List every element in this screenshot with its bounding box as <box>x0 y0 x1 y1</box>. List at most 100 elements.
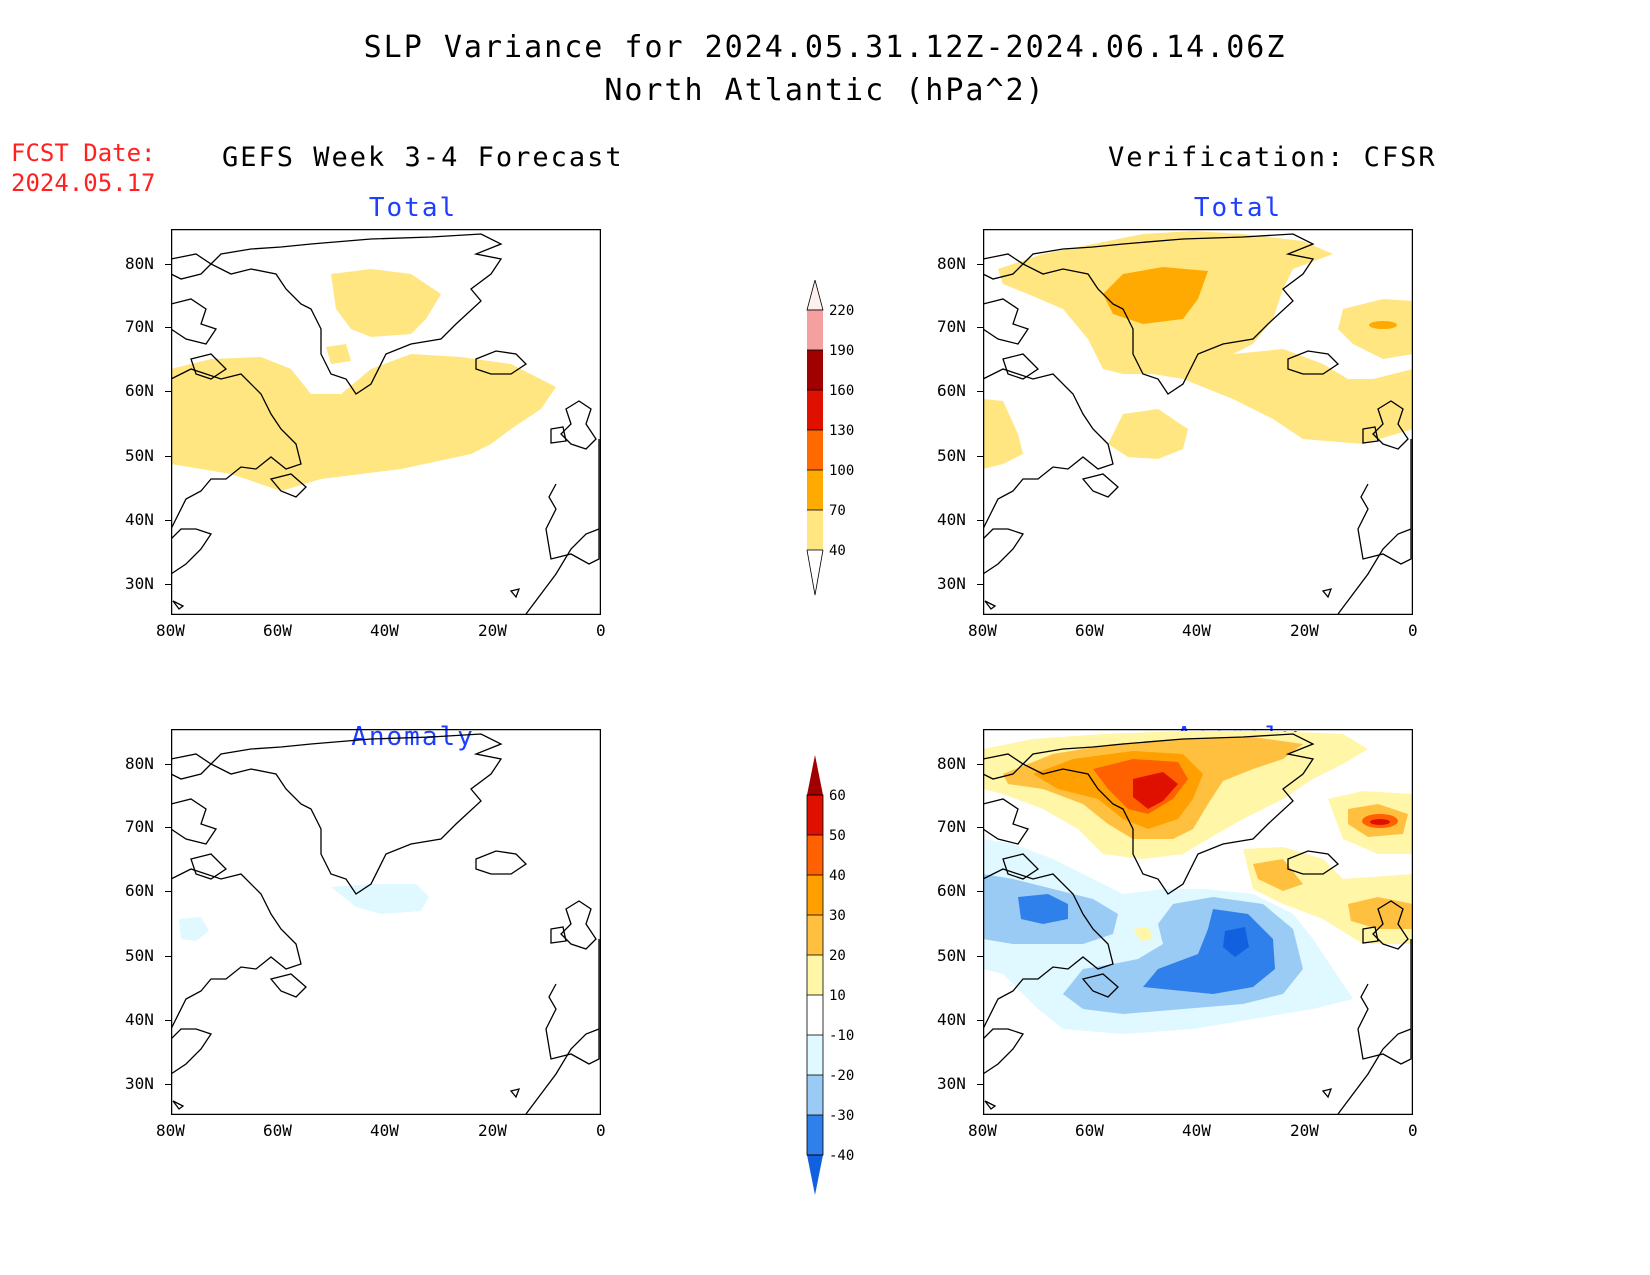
lat-tick-mark <box>165 520 171 521</box>
fcst-date: FCST Date: 2024.05.17 <box>11 138 156 198</box>
contour-40-verification-total <box>998 231 1413 444</box>
colorbar-total-box <box>807 510 823 550</box>
lat-tick-label: 70N <box>125 817 154 836</box>
contour-40-forecast-greenland <box>331 269 441 337</box>
contour-40-verification-east <box>1338 299 1413 359</box>
colorbar-anomaly-box <box>807 1035 823 1075</box>
lon-tick-label: 0 <box>596 1121 606 1140</box>
chart-title: SLP Variance for 2024.05.31.12Z-2024.06.… <box>363 30 1287 65</box>
lat-tick-label: 30N <box>937 1074 966 1093</box>
colorbar-anomaly-label: -30 <box>829 1108 854 1124</box>
lat-tick-label: 30N <box>125 1074 154 1093</box>
lat-tick-mark <box>165 827 171 828</box>
lat-tick-label: 50N <box>125 946 154 965</box>
lat-tick-label: 80N <box>937 754 966 773</box>
lon-tick-label: 40W <box>370 621 399 640</box>
colorbar-anomaly: -40 -30 -20 -10 10 20 30 40 50 60 <box>806 755 854 1195</box>
lat-tick-label: 80N <box>125 254 154 273</box>
colorbar-total-box <box>807 390 823 430</box>
fcst-date-label: FCST Date: <box>11 139 156 167</box>
lat-tick-mark <box>165 764 171 765</box>
contour-neg10-forecast-west <box>179 917 209 941</box>
colorbar-anomaly-label: -20 <box>829 1068 854 1084</box>
chart-subtitle: North Atlantic (hPa^2) <box>604 73 1046 108</box>
colorbar-anomaly-box <box>807 875 823 915</box>
colorbar-anomaly-label: 30 <box>829 908 846 924</box>
lat-tick-mark <box>977 827 983 828</box>
colorbar-total-label: 100 <box>829 463 854 479</box>
colorbar-anomaly-box <box>807 955 823 995</box>
colorbar-total: 40 70 100 130 160 190 220 <box>806 280 854 596</box>
colorbar-total-label: 220 <box>829 303 854 319</box>
lat-tick-mark <box>977 327 983 328</box>
contour-20-verification-mid <box>1253 859 1303 891</box>
lat-tick-mark <box>977 1084 983 1085</box>
contour-neg40-verification <box>1223 927 1249 957</box>
colorbar-total-box <box>807 470 823 510</box>
lat-tick-mark <box>165 956 171 957</box>
lon-tick-label: 20W <box>478 621 507 640</box>
contour-neg30-verification <box>1018 894 1275 994</box>
colorbar-total-bottom-arrow <box>806 549 824 596</box>
right-column-title: Verification: CFSR <box>1108 142 1437 173</box>
lat-tick-mark <box>165 391 171 392</box>
contour-40-forecast-small <box>326 344 351 364</box>
lat-tick-label: 50N <box>125 446 154 465</box>
lon-tick-label: 0 <box>1408 1121 1418 1140</box>
lat-tick-mark <box>977 456 983 457</box>
contour-70-verification-total <box>1103 267 1208 324</box>
colorbar-anomaly-label: -40 <box>829 1148 854 1164</box>
colorbar-anomaly-label: 10 <box>829 988 846 1004</box>
lat-tick-label: 60N <box>125 381 154 400</box>
colorbar-total-label: 190 <box>829 343 854 359</box>
lon-tick-label: 40W <box>370 1121 399 1140</box>
lat-tick-mark <box>977 764 983 765</box>
colorbar-anomaly-label: -10 <box>829 1028 854 1044</box>
colorbar-anomaly-box <box>807 995 823 1035</box>
colorbar-total-label: 160 <box>829 383 854 399</box>
lon-tick-label: 80W <box>968 1121 997 1140</box>
colorbar-anomaly-box <box>807 1115 823 1155</box>
lat-tick-mark <box>977 584 983 585</box>
colorbar-anomaly-label: 50 <box>829 828 846 844</box>
lat-tick-label: 60N <box>125 881 154 900</box>
lon-tick-label: 60W <box>263 621 292 640</box>
lat-tick-mark <box>165 1020 171 1021</box>
colorbar-anomaly-box <box>807 795 823 835</box>
lat-tick-label: 50N <box>937 446 966 465</box>
lon-tick-label: 80W <box>156 1121 185 1140</box>
map-verification-total <box>983 229 1413 615</box>
lat-tick-label: 40N <box>125 510 154 529</box>
contour-70-verification-east <box>1369 321 1397 329</box>
lat-tick-mark <box>165 264 171 265</box>
left-column-title: GEFS Week 3-4 Forecast <box>222 142 624 173</box>
map-forecast-total <box>171 229 601 615</box>
lat-tick-mark <box>977 391 983 392</box>
lon-tick-label: 60W <box>1075 621 1104 640</box>
lon-tick-label: 60W <box>263 1121 292 1140</box>
colorbar-anomaly-label: 20 <box>829 948 846 964</box>
panel-label-total-right: Total <box>1193 193 1283 223</box>
colorbar-anomaly-label: 60 <box>829 788 846 804</box>
lon-tick-label: 80W <box>156 621 185 640</box>
colorbar-anomaly-box <box>807 1075 823 1115</box>
lon-tick-label: 20W <box>478 1121 507 1140</box>
contour-40-verification-south <box>1108 409 1188 459</box>
colorbar-total-top-arrow <box>806 280 824 311</box>
map-verification-anomaly <box>983 729 1413 1115</box>
lat-tick-mark <box>977 1020 983 1021</box>
colorbar-anomaly-top-arrow <box>807 755 823 795</box>
lat-tick-mark <box>977 520 983 521</box>
contour-10-verification-small <box>1133 927 1153 941</box>
lat-tick-mark <box>165 456 171 457</box>
colorbar-anomaly-bottom-arrow <box>807 1155 823 1195</box>
lat-tick-mark <box>165 584 171 585</box>
lat-tick-label: 70N <box>937 817 966 836</box>
lat-tick-mark <box>165 327 171 328</box>
lat-tick-label: 80N <box>937 254 966 273</box>
contour-neg10-forecast <box>331 884 429 914</box>
contour-40-forecast-total <box>171 354 556 491</box>
fcst-date-value: 2024.05.17 <box>11 169 156 197</box>
lat-tick-label: 40N <box>937 510 966 529</box>
lat-tick-label: 60N <box>937 881 966 900</box>
